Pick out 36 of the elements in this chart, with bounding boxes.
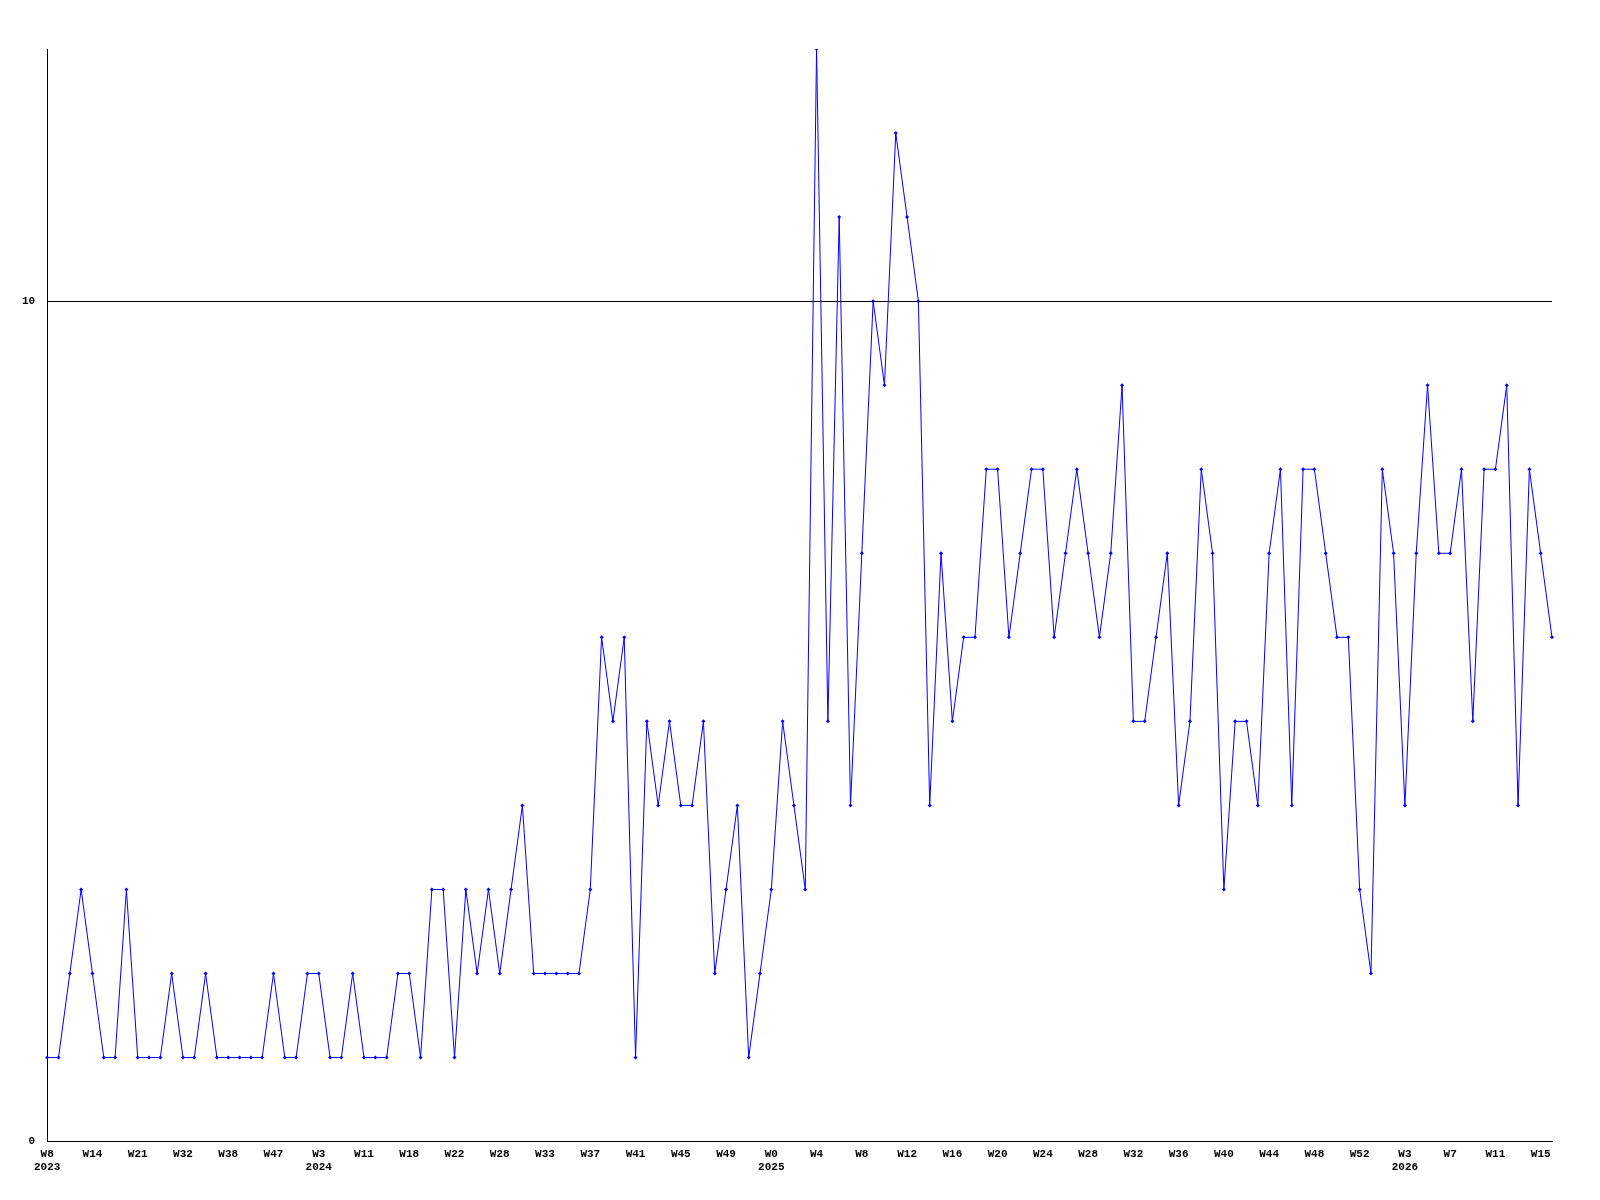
x-tick-label: W33 [535,1147,556,1160]
y-tick-label: 10 [22,294,36,307]
x-tick-label: W48 [1304,1147,1325,1160]
x-tick-label: W12 [897,1147,917,1160]
x-tick-label: W32 [173,1147,193,1160]
x-tick-label: W8 2023 [34,1147,61,1174]
x-tick-label: W20 [987,1147,1008,1160]
x-tick-label: W16 [942,1147,963,1160]
x-tick-label: W0 2025 [758,1147,785,1174]
x-tick-label: W18 [399,1147,420,1160]
x-tick-label: W32 [1123,1147,1144,1160]
x-tick-label: W7 [1443,1147,1457,1160]
x-tick-label: W21 [127,1147,149,1160]
x-tick-label: W22 [444,1147,465,1160]
x-tick-label: W52 [1349,1147,1370,1160]
x-tick-label: W8 [855,1147,869,1160]
x-tick-label: W47 [263,1147,284,1160]
x-tick-label: W14 [82,1147,103,1160]
x-tick-label: W11 [354,1147,375,1160]
x-tick-label: W15 [1530,1147,1551,1160]
x-tick-label: W37 [580,1147,601,1160]
x-tick-label: W4 [809,1147,824,1160]
x-tick-label: W28 [1078,1147,1099,1160]
y-tick-label: 0 [28,1135,36,1148]
x-tick-label: W3 2026 [1391,1147,1419,1174]
x-tick-label: W24 [1032,1147,1054,1160]
x-tick-label: W28 [489,1147,511,1160]
x-tick-label: W45 [670,1147,692,1160]
x-tick-label: W41 [625,1147,646,1160]
x-tick-label: W38 [218,1147,239,1160]
x-tick-label: W11 [1485,1147,1506,1160]
x-tick-label: W44 [1259,1147,1280,1160]
x-tick-label: W40 [1213,1147,1234,1160]
x-tick-label: W3 2024 [305,1147,333,1174]
x-tick-label: W49 [716,1147,736,1160]
x-tick-label: W36 [1168,1147,1189,1160]
